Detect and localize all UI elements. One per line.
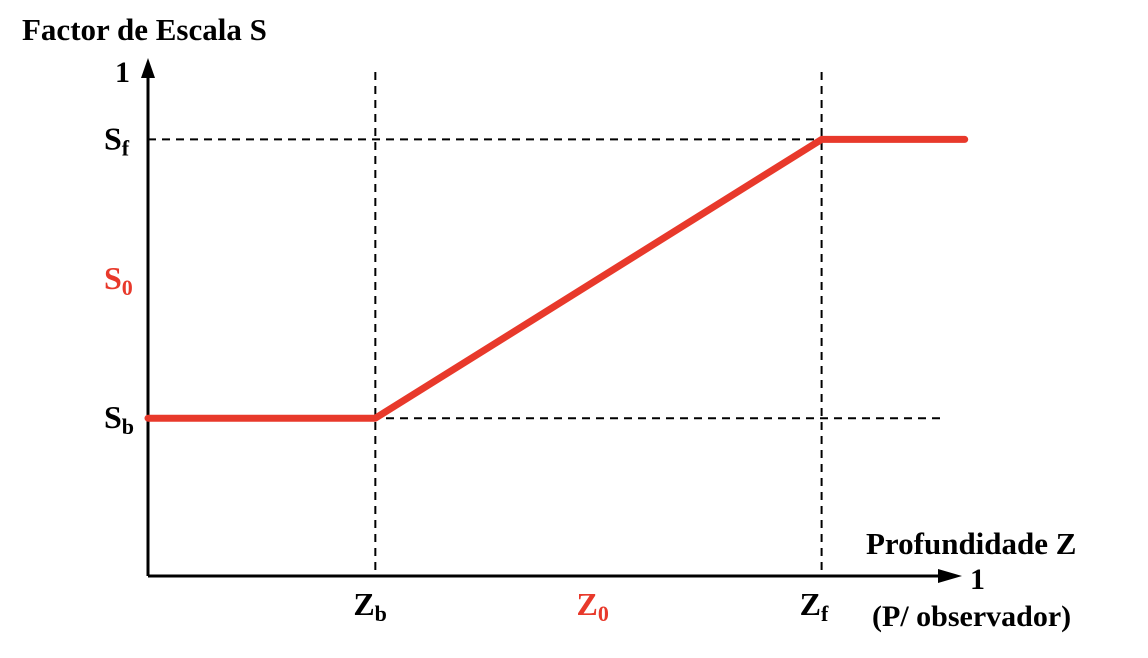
scale-curve xyxy=(144,135,969,422)
y-tick-label-s0: S0 xyxy=(104,260,133,300)
x-axis-note: (P/ observador) xyxy=(872,600,1071,633)
x-axis-end-label: 1 xyxy=(970,563,985,596)
x-tick-label-zb: Zb xyxy=(353,586,387,626)
x-tick-label-z0: Z0 xyxy=(576,586,608,626)
y-tick-label-sb: Sb xyxy=(104,399,134,439)
x-tick-label-zf: Zf xyxy=(800,586,829,626)
x-axis-label: Profundidade Z xyxy=(866,526,1076,561)
chart-title: Factor de Escala S xyxy=(22,12,267,47)
y-axis-end-label: 1 xyxy=(115,56,130,89)
y-tick-label-sf: Sf xyxy=(104,120,130,160)
y-axis-arrow-icon xyxy=(141,58,155,78)
x-axis-arrow-icon xyxy=(938,569,962,583)
